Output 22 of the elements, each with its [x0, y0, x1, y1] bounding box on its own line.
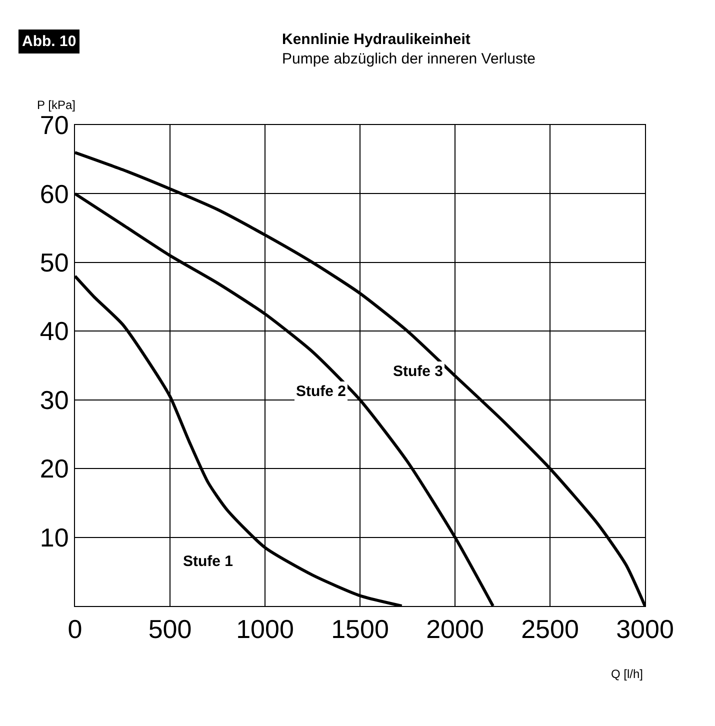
y-tick-label: 70 [40, 110, 69, 140]
series-label: Stufe 1 [183, 553, 234, 570]
x-tick-label: 2500 [521, 614, 579, 644]
chart-title: Kennlinie Hydraulikeinheit [282, 31, 470, 48]
series-label: Stufe 2 [296, 383, 346, 400]
y-tick-label: 30 [40, 384, 69, 415]
y-tick-label: 20 [40, 454, 69, 484]
series-label: Stufe 3 [393, 363, 444, 380]
chart-subtitle: Pumpe abzüglich der inneren Verluste [282, 50, 536, 68]
y-tick-label: 40 [40, 316, 69, 346]
x-tick-label: 2000 [426, 614, 484, 644]
y-tick-label: 50 [40, 248, 69, 278]
y-tick-label: 10 [40, 522, 69, 552]
x-axis-title: Q [l/h] [611, 667, 644, 681]
y-tick-label: 60 [40, 178, 69, 209]
caption: Abb. 10 [22, 33, 76, 50]
x-tick-label: 3000 [616, 614, 674, 644]
y-axis-title: P [kPa] [37, 98, 76, 112]
x-tick-label: 0 [68, 614, 82, 644]
x-tick-label: 1000 [236, 614, 294, 644]
x-tick-label: 1500 [331, 614, 389, 644]
x-tick-label: 500 [148, 614, 192, 644]
